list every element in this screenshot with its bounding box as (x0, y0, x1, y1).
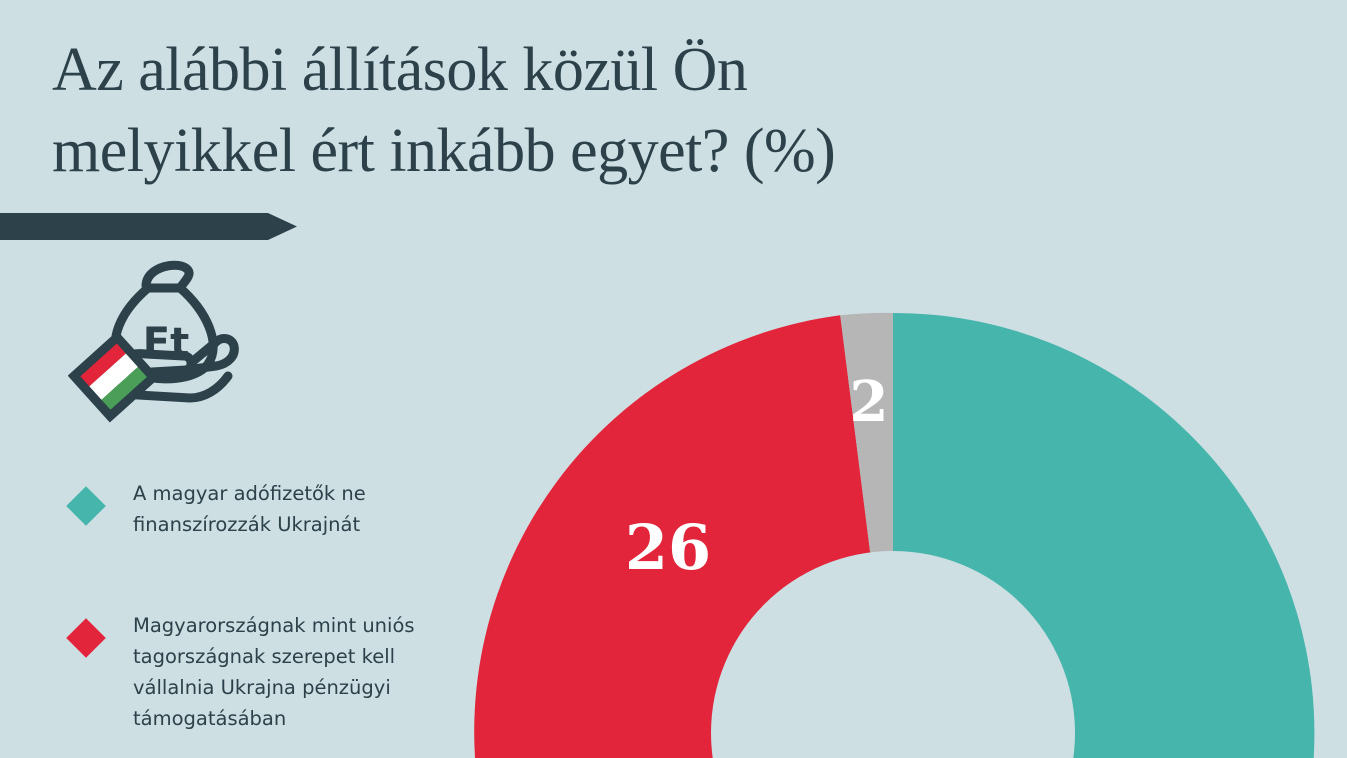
legend-diamond-teal-icon (66, 486, 106, 526)
legend-diamond-red-icon (66, 618, 106, 658)
donut-value-red: 26 (624, 511, 712, 584)
hungarian-flag-cuff (67, 330, 160, 423)
chart-legend: A magyar adófizetők ne finanszírozzák Uk… (60, 478, 480, 734)
donut-slice-red[interactable] (474, 315, 893, 758)
title-line-2: melyikkel ért inkább egyet? (%) (52, 117, 836, 185)
legend-item-red[interactable]: Magyarországnak mint uniós tagországnak … (60, 610, 480, 734)
legend-label-red: Magyarországnak mint uniós tagországnak … (133, 614, 415, 730)
legend-item-teal[interactable]: A magyar adófizetők ne finanszírozzák Uk… (60, 478, 480, 540)
legend-label-teal: A magyar adófizetők ne finanszírozzák Uk… (133, 482, 366, 536)
donut-value-gray: 2 (849, 369, 889, 435)
page-title: Az alábbi állítások közül Ön melyikkel é… (52, 30, 1202, 192)
donut-slice-teal[interactable] (480, 312, 1315, 758)
hand-holding-money-bag-icon: Ft (67, 248, 268, 433)
title-line-1: Az alábbi állítások közül Ön (52, 36, 748, 104)
donut-slice-gray[interactable] (840, 312, 893, 733)
arrow-rule-divider (0, 213, 297, 240)
